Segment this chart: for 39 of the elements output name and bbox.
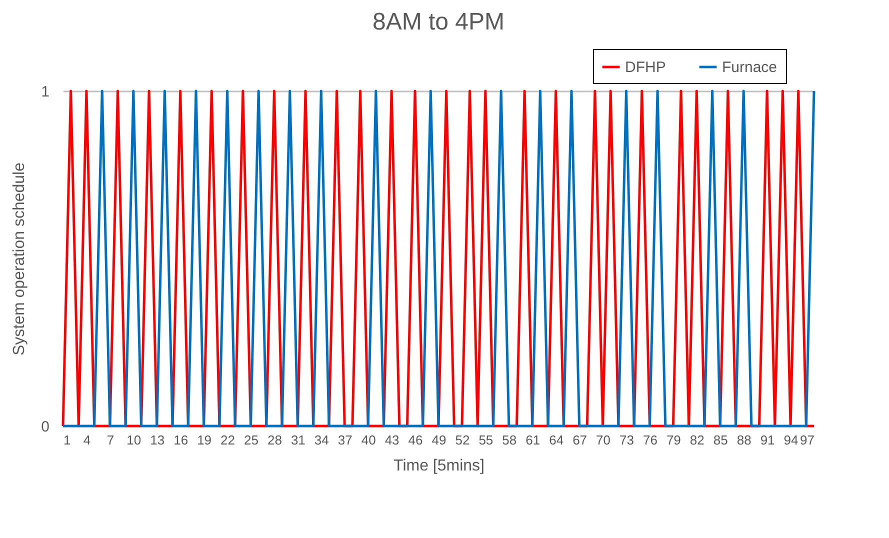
x-tick-label: 7 [106,432,114,448]
x-tick-label: 10 [126,432,142,448]
x-tick-label: 76 [642,432,658,448]
x-tick-label: 94 [784,432,798,448]
x-tick-label: 52 [455,432,470,448]
chart-title: 8AM to 4PM [372,8,505,36]
x-tick-label: 31 [290,432,306,448]
x-tick-label: 34 [314,432,329,448]
x-tick-label: 43 [384,432,400,448]
x-tick-label: 49 [432,432,446,448]
x-tick-label: 85 [713,432,728,448]
x-tick-label: 1 [64,432,71,448]
x-tick-label: 79 [666,432,681,448]
x-tick-label: 25 [244,432,258,448]
x-tick-label: 13 [150,432,165,448]
x-tick-label: 4 [83,432,91,448]
x-tick-label: 40 [361,432,376,448]
x-tick-label: 70 [596,432,611,448]
x-tick-label: 73 [620,432,634,448]
x-tick-label: 61 [526,432,540,448]
x-tick-label: 58 [502,432,517,448]
x-tick-label: 91 [760,432,775,448]
x-tick-label: 67 [572,432,588,448]
x-tick-label: 16 [174,432,188,448]
x-tick-label: 28 [267,432,282,448]
x-axis-title: Time [5mins] [394,458,484,474]
x-tick-label: 64 [549,432,564,448]
legend-label: DFHP [625,59,666,76]
x-tick-label: 88 [736,432,752,448]
x-tick-label: 55 [478,432,494,448]
y-tick-label: 0 [41,418,50,436]
x-tick-label: 46 [408,432,423,448]
x-tick-label: 82 [690,432,704,448]
x-tick-label: 22 [220,432,236,448]
legend-label: Furnace [722,59,778,76]
x-tick-label: 97 [800,432,814,448]
x-tick-label: 37 [338,432,352,448]
x-tick-label: 19 [197,432,212,448]
y-axis-title: System operation schedule [11,162,28,356]
